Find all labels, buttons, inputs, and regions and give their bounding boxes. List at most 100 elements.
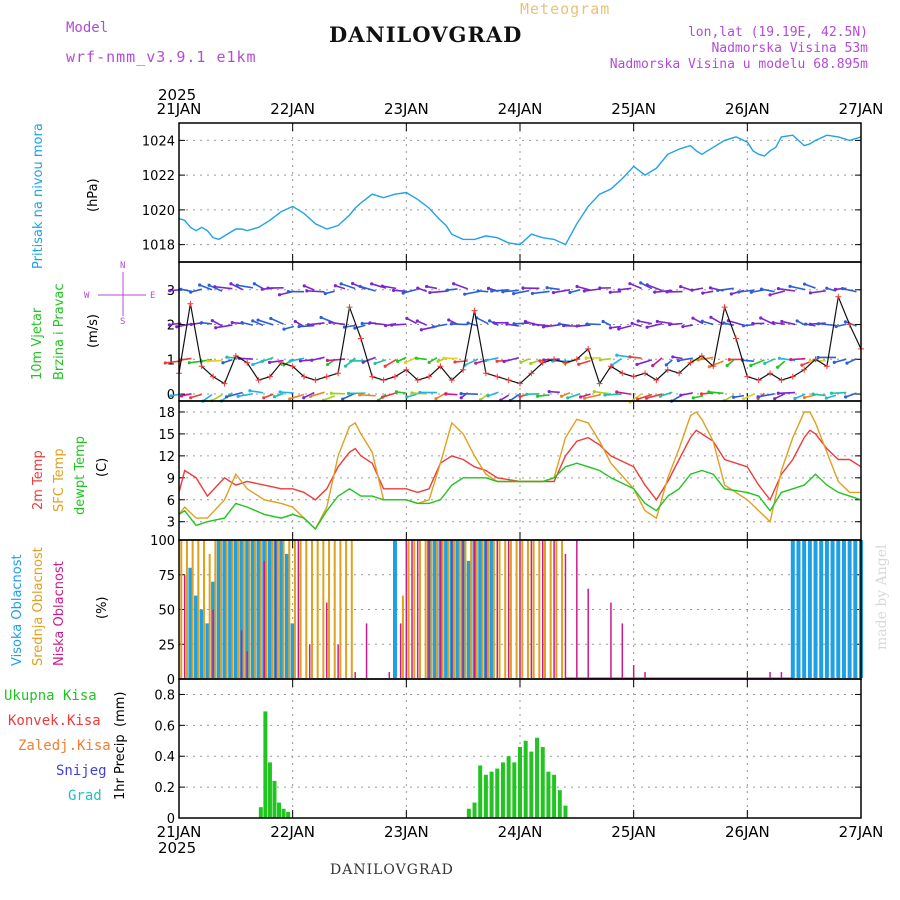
wind-arrow bbox=[723, 394, 735, 402]
wind-arrow-head bbox=[701, 291, 705, 295]
wind-arrow bbox=[549, 390, 560, 394]
date-label-bottom: 25JAN bbox=[611, 823, 656, 841]
precip-legend: Ukupna Kisa Konvek.Kisa Zaledj.Kisa Snij… bbox=[4, 688, 111, 804]
wind-arrow bbox=[610, 325, 622, 329]
wind-arrow-head bbox=[840, 286, 845, 291]
wind-arrow-head bbox=[763, 361, 767, 366]
cloud-low-bar bbox=[519, 540, 521, 678]
wind-arrow-head bbox=[512, 292, 516, 296]
cloud-mid-bar bbox=[509, 540, 512, 678]
wind-arrow bbox=[476, 317, 489, 325]
wind-arrow-head bbox=[742, 397, 746, 401]
wind-arrow-head bbox=[453, 360, 457, 364]
cloud-mid-bar bbox=[180, 540, 183, 678]
temp-unit: (C) bbox=[95, 458, 110, 477]
wind-arrow bbox=[257, 319, 274, 326]
wind-arrow bbox=[733, 394, 745, 399]
cloud-low-bar bbox=[428, 540, 430, 678]
wind-arrow bbox=[180, 357, 192, 361]
wind-arrow bbox=[433, 323, 448, 328]
cloud-high-bar bbox=[466, 560, 471, 678]
wind-arrow-head bbox=[834, 324, 838, 329]
wind-arrow bbox=[576, 285, 591, 291]
wind-arrow bbox=[325, 290, 335, 295]
precip-bar bbox=[540, 746, 545, 818]
precip-bar bbox=[500, 762, 505, 818]
cloud-high-bar bbox=[239, 540, 244, 678]
wind-arrow-head bbox=[436, 359, 440, 363]
wind-arrow-head bbox=[298, 359, 303, 363]
wind-arrow bbox=[611, 358, 622, 366]
wind-speed-marker bbox=[289, 363, 296, 370]
wind-arrow bbox=[417, 320, 428, 326]
wind-arrow-head bbox=[339, 282, 343, 286]
wind-speed-marker bbox=[187, 300, 194, 307]
wind-speed-marker bbox=[801, 366, 808, 373]
wind-arrow-head bbox=[545, 286, 549, 290]
wind-arrow bbox=[280, 391, 294, 394]
wind-arrow-head bbox=[221, 361, 225, 365]
wind-arrow bbox=[789, 285, 806, 291]
cloud-high-bar bbox=[819, 540, 824, 678]
wind-arrow-head bbox=[325, 362, 330, 367]
wind-arrow-head bbox=[328, 320, 332, 325]
wind-arrow bbox=[547, 286, 560, 291]
wind-arrow-head bbox=[722, 321, 726, 325]
wind-arrow bbox=[464, 358, 479, 366]
wind-arrow bbox=[369, 322, 386, 326]
wind-arrow bbox=[702, 320, 714, 326]
cloud-mid-bar bbox=[464, 540, 467, 678]
wind-arrow-head bbox=[525, 392, 529, 396]
wind-speed-marker bbox=[585, 345, 592, 352]
cloud-low-bar bbox=[263, 560, 265, 678]
cloud-low-bar bbox=[399, 623, 402, 678]
y-tick-label: 3 bbox=[167, 516, 175, 531]
wind-arrow-head bbox=[463, 292, 467, 296]
wind-arrow bbox=[189, 360, 202, 364]
wind-speed-marker bbox=[210, 373, 217, 380]
wind-arrow-head bbox=[707, 365, 711, 369]
wind-arrow-head bbox=[585, 322, 589, 326]
wind-arrow-head bbox=[582, 289, 586, 293]
wind-arrow-head bbox=[716, 288, 720, 293]
wind-arrow-head bbox=[380, 395, 384, 399]
wind-arrow-head bbox=[175, 325, 179, 329]
wind-arrow-head bbox=[293, 319, 297, 324]
cloud-mid-bar bbox=[328, 540, 331, 678]
dewpoint-line bbox=[178, 462, 862, 531]
cloud-low-bar bbox=[644, 672, 646, 678]
wind-arrow-head bbox=[568, 290, 572, 295]
wind-arrow bbox=[461, 392, 478, 395]
wind-arrow-head bbox=[617, 327, 621, 331]
wind-arrow-head bbox=[668, 322, 672, 327]
wind-arrow bbox=[485, 356, 499, 362]
wind-arrow bbox=[773, 321, 785, 326]
wind-arrow bbox=[464, 290, 479, 295]
wind-arrow-head bbox=[732, 395, 736, 399]
wind-speed-marker bbox=[221, 380, 228, 387]
wind-arrow-head bbox=[628, 355, 632, 359]
wind-arrow bbox=[743, 393, 755, 400]
cloud-title-mid: Srednja Oblacnost bbox=[31, 547, 46, 666]
wind-arrow bbox=[778, 391, 796, 395]
location-title: DANILOVGRAD bbox=[329, 22, 523, 47]
wind-speed-marker bbox=[653, 377, 660, 384]
wind-arrow-head bbox=[729, 292, 733, 296]
wind-arrow bbox=[594, 390, 612, 395]
precip-bar bbox=[518, 746, 522, 818]
wind-arrow-head bbox=[419, 328, 423, 332]
wind-arrow-head bbox=[358, 393, 362, 397]
wind-arrow bbox=[693, 395, 704, 399]
precip-bar bbox=[495, 768, 500, 818]
wind-arrow-head bbox=[405, 395, 409, 399]
wind-arrow bbox=[576, 324, 591, 327]
cloud-high-bar bbox=[199, 609, 204, 678]
wind-arrow bbox=[509, 393, 520, 402]
wind-arrow bbox=[646, 393, 663, 399]
wind-arrow bbox=[426, 285, 438, 290]
cloud-low-bar bbox=[405, 540, 408, 678]
cloud-high-bar bbox=[250, 540, 255, 678]
wind-arrow-head bbox=[488, 319, 492, 323]
wind-arrow-head bbox=[486, 394, 490, 398]
wind-arrow-head bbox=[843, 320, 848, 324]
